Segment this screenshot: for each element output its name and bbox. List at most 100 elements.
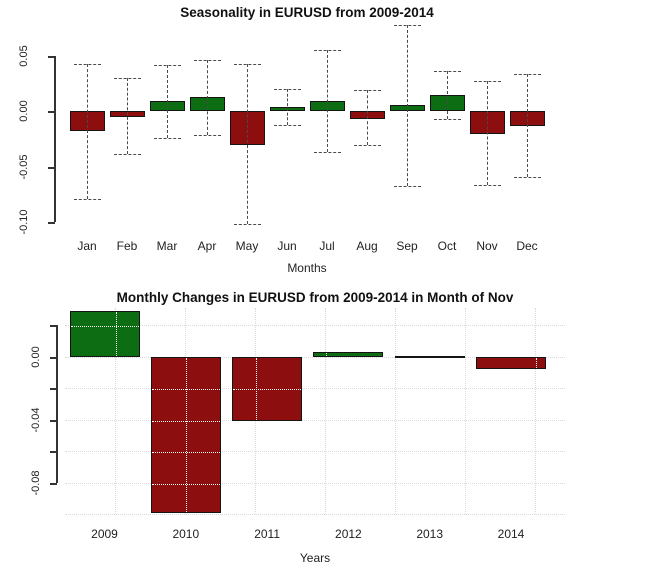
- chart-title: Monthly Changes in EURUSD from 2009-2014…: [116, 290, 514, 305]
- gridline-horizontal: [65, 325, 565, 327]
- whisker-cap-low: [274, 124, 301, 126]
- gridline-on-bar-horizontal: [70, 326, 139, 328]
- whisker-line: [407, 24, 408, 186]
- gridline-on-bar-horizontal: [233, 421, 301, 422]
- whisker-line: [487, 81, 488, 185]
- whisker-cap-high: [514, 73, 541, 75]
- whisker-cap-high: [354, 90, 381, 92]
- gridline-horizontal: [65, 482, 565, 484]
- y-axis-tick: [50, 325, 57, 328]
- x-tick-label: 2009: [91, 527, 118, 541]
- gridline-on-bar-horizontal: [151, 389, 220, 391]
- year-bar: [313, 352, 384, 357]
- y-axis-line: [56, 325, 58, 483]
- whisker-cap-low: [514, 176, 541, 178]
- whisker-line: [367, 90, 368, 145]
- gridline-on-bar-horizontal: [151, 420, 220, 422]
- whisker-cap-high: [394, 24, 421, 26]
- x-tick-label: Jul: [319, 239, 335, 253]
- whisker-cap-low: [194, 134, 221, 136]
- y-tick-label: -0.05: [18, 154, 30, 180]
- seasonality-chart: Seasonality in EURUSD from 2009-2014 Mon…: [0, 0, 647, 285]
- gridline-on-bar-vertical: [255, 357, 257, 421]
- gridline-horizontal: [65, 419, 565, 421]
- x-tick-label: Aug: [356, 239, 378, 253]
- whisker-cap-high: [114, 78, 141, 79]
- gridline-on-bar-horizontal: [151, 452, 220, 454]
- y-axis-tick: [50, 419, 57, 422]
- whisker-line: [527, 73, 528, 177]
- whisker-cap-low: [234, 223, 261, 225]
- y-tick-label: -0.10: [18, 209, 30, 235]
- y-axis-tick: [50, 388, 57, 391]
- whisker-cap-high: [474, 81, 501, 83]
- x-tick-label: Apr: [197, 239, 217, 253]
- y-tick-label: -0.04: [30, 407, 42, 433]
- x-axis-title: Months: [287, 261, 327, 275]
- gridline-horizontal: [65, 388, 565, 390]
- x-tick-label: Mar: [156, 239, 178, 253]
- y-axis-tick: [50, 356, 57, 359]
- y-axis-line: [54, 55, 56, 223]
- gridline-on-bar-vertical: [116, 312, 117, 356]
- x-tick-label: May: [235, 239, 259, 253]
- gridline-horizontal: [65, 356, 565, 358]
- y-axis-tick: [48, 166, 55, 169]
- whisker-line: [127, 78, 128, 154]
- y-axis-tick: [48, 111, 55, 114]
- whisker-cap-low: [154, 138, 181, 139]
- x-axis-title: Years: [299, 551, 331, 565]
- x-tick-label: 2010: [172, 527, 200, 541]
- y-axis-tick: [48, 222, 55, 225]
- chart-title: Seasonality in EURUSD from 2009-2014: [180, 5, 434, 20]
- y-axis-tick: [50, 451, 57, 454]
- whisker-line: [167, 64, 168, 138]
- gridline-horizontal: [65, 514, 565, 516]
- x-tick-label: Jun: [277, 239, 297, 253]
- gridline-vertical: [325, 308, 326, 514]
- y-tick-label: 0.00: [18, 100, 30, 123]
- whisker-cap-high: [74, 63, 101, 65]
- whisker-cap-high: [434, 71, 461, 73]
- whisker-cap-low: [74, 199, 101, 201]
- whisker-cap-low: [394, 185, 421, 187]
- whisker-line: [247, 63, 248, 224]
- whisker-line: [327, 50, 328, 153]
- whisker-cap-high: [234, 63, 261, 65]
- y-axis-tick: [50, 482, 57, 485]
- whisker-line: [447, 71, 448, 120]
- x-tick-label: 2013: [416, 527, 444, 541]
- y-tick-label: 0.00: [30, 346, 42, 368]
- gridline-on-bar-horizontal: [151, 483, 220, 485]
- gridline-vertical: [115, 308, 116, 514]
- x-tick-label: 2011: [254, 527, 280, 541]
- whisker-cap-low: [434, 119, 461, 121]
- x-tick-label: Nov: [476, 239, 498, 253]
- whisker-cap-high: [154, 64, 181, 66]
- year-bar: [232, 356, 303, 422]
- x-tick-label: Sep: [396, 239, 418, 253]
- gridline-on-bar-vertical: [185, 357, 187, 512]
- whisker-line: [207, 60, 208, 135]
- gridline-horizontal: [65, 451, 565, 453]
- whisker-cap-low: [314, 152, 341, 154]
- whisker-cap-high: [314, 50, 341, 52]
- year-bar: [476, 356, 546, 370]
- x-tick-label: Dec: [516, 239, 538, 253]
- gridline-vertical: [395, 308, 396, 514]
- year-bar: [150, 356, 221, 513]
- y-tick-label: 0.05: [18, 45, 30, 67]
- whisker-cap-low: [474, 184, 501, 186]
- year-bar: [69, 311, 140, 357]
- whisker-cap-high: [274, 89, 301, 91]
- x-tick-label: Feb: [116, 239, 138, 253]
- gridline-on-bar-vertical: [536, 357, 537, 369]
- gridline-on-bar-horizontal: [233, 389, 302, 391]
- gridline-vertical: [535, 308, 536, 514]
- whisker-line: [87, 63, 88, 200]
- x-tick-label: Jan: [77, 239, 97, 253]
- y-tick-label: -0.08: [30, 470, 42, 496]
- whisker-cap-low: [354, 144, 381, 146]
- whisker-cap-high: [194, 60, 221, 62]
